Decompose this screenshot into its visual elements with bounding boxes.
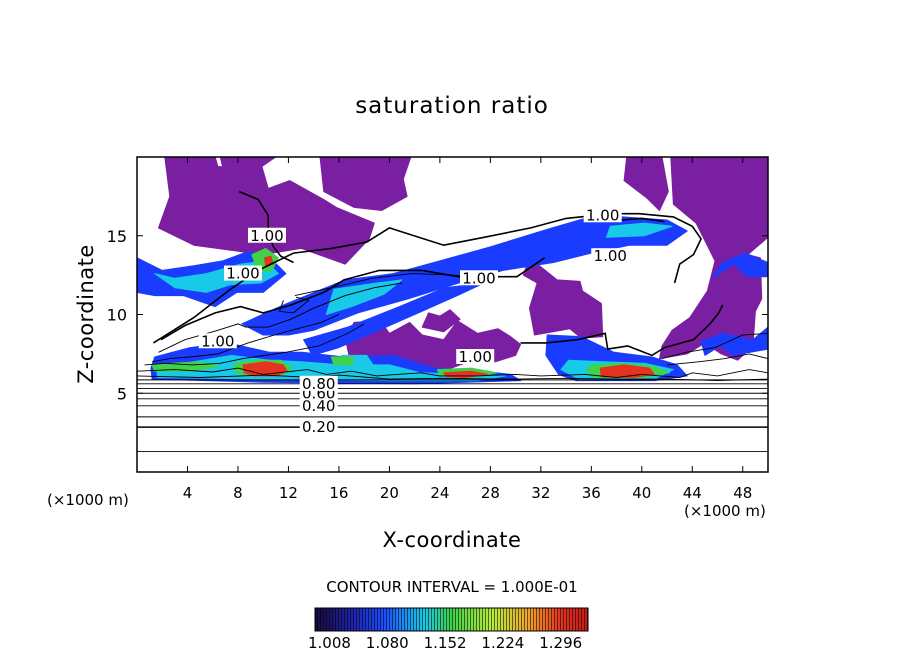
- x-tick-label-7: 32: [531, 484, 550, 502]
- x-tick-label-2: 12: [279, 484, 298, 502]
- contour-label-9: 1.00: [462, 269, 495, 287]
- colorbar-label-4: 1.296: [539, 634, 582, 652]
- colorbar-labels: 1.008 1.080 1.152 1.224 1.296: [308, 634, 582, 652]
- contour-line-7: [661, 332, 768, 360]
- contour-line-1: [137, 367, 768, 378]
- colorbar-frame: [314, 607, 589, 632]
- x-tick-label-0: 4: [183, 484, 193, 502]
- x-tick-label-6: 28: [481, 484, 500, 502]
- x-units-right: (×1000 m): [684, 502, 766, 520]
- contour-label-bg-8: [591, 248, 630, 264]
- contour-one-0: [152, 212, 703, 344]
- contour-label-bg-3: [299, 375, 338, 391]
- contour-label-bg-0: [299, 419, 338, 435]
- blue-region-5: [700, 326, 768, 356]
- contour-line-4: [144, 323, 365, 366]
- contour-line-2: [152, 314, 340, 363]
- contour-label-bg-6: [198, 333, 237, 349]
- x-tick-label-3: 16: [329, 484, 348, 502]
- x-tick-label-4: 20: [380, 484, 399, 502]
- y-tick-label-1: 10: [107, 306, 127, 325]
- contour-label-8: 1.00: [594, 247, 627, 265]
- purple-region-2: [319, 157, 412, 211]
- y-axis-label: Z-coordinate: [74, 244, 98, 384]
- colorbar-label-0: 1.008: [308, 634, 351, 652]
- purple-region-7: [421, 309, 461, 333]
- contour-label-1: 0.40: [302, 397, 335, 415]
- chart-title: saturation ratio: [355, 93, 549, 119]
- contour-label-bg-1: [299, 397, 338, 413]
- x-tick-label-9: 40: [632, 484, 651, 502]
- contour-label-bg-9: [460, 270, 499, 286]
- cyan-region-2: [606, 222, 673, 238]
- contour-label-10: 1.00: [459, 348, 492, 366]
- contour-label-bg-4: [247, 227, 286, 243]
- colorbar: 1.008 1.080 1.152 1.224 1.296: [308, 607, 589, 652]
- purple-region-5: [522, 257, 604, 339]
- y-tick-label-2: 15: [107, 227, 127, 246]
- x-axis-ticks: 4 8 12 16 20 24 28 32 36 40 44 48: [183, 157, 752, 502]
- contour-label-bg-10: [456, 349, 495, 365]
- contour-lines: [137, 190, 768, 452]
- contour-label-bg-7: [583, 207, 622, 223]
- x-units-left: (×1000 m): [47, 491, 129, 509]
- contour-label-0: 0.20: [302, 418, 335, 436]
- y-tick-label-0: 5: [117, 384, 127, 403]
- contour-label-5: 1.00: [226, 265, 259, 283]
- blue-region-6: [712, 252, 768, 279]
- contour-label-7: 1.00: [586, 206, 619, 224]
- blue-region-2: [303, 282, 485, 356]
- contour-label-3: 0.80: [302, 375, 335, 393]
- colorbar-label-3: 1.224: [481, 634, 524, 652]
- contour-line-0: [137, 374, 768, 382]
- contour-interval-text: CONTOUR INTERVAL = 1.000E-01: [326, 578, 577, 596]
- contour-line-8: [666, 353, 768, 366]
- cyan-region-1: [325, 279, 403, 315]
- contour-one-4: [520, 304, 724, 357]
- purple-region-1: [219, 157, 296, 213]
- contour-label-4: 1.00: [250, 227, 283, 245]
- x-tick-label-11: 48: [733, 484, 752, 502]
- colorbar-stripes: [315, 608, 588, 631]
- x-tick-label-10: 44: [683, 484, 702, 502]
- colorbar-label-1: 1.080: [366, 634, 409, 652]
- x-axis-label: X-coordinate: [383, 528, 522, 552]
- colorbar-label-2: 1.152: [424, 634, 467, 652]
- purple-region-3: [623, 157, 669, 211]
- contour-labels: 0.200.400.600.801.001.001.001.001.001.00…: [198, 206, 630, 436]
- green-region-5: [330, 356, 354, 366]
- shaded-regions: [137, 157, 768, 385]
- plot-area: 0.200.400.600.801.001.001.001.001.001.00…: [137, 157, 768, 452]
- x-tick-label-5: 24: [430, 484, 449, 502]
- x-tick-label-8: 36: [582, 484, 601, 502]
- y-axis-ticks: 5 10 15: [107, 227, 768, 403]
- contour-label-6: 1.00: [201, 332, 234, 350]
- contour-label-bg-5: [224, 265, 263, 281]
- x-tick-label-1: 8: [233, 484, 243, 502]
